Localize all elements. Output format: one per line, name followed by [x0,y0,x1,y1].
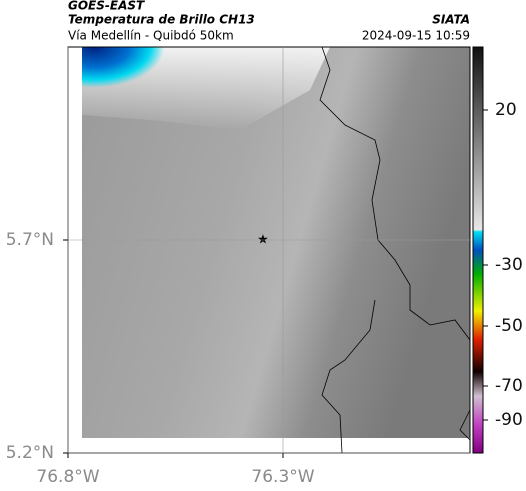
border [319,46,471,341]
lat-label: 5.2°N [6,443,54,463]
source: SIATA [432,13,470,27]
colorbar-label: -50 [495,316,523,336]
border [459,409,471,441]
subtitle: Temperatura de Brillo CH13 [68,13,255,27]
colorbar-label: -90 [495,410,523,430]
datetime: 2024-09-15 10:59 [362,29,470,43]
colorbar-label: 20 [495,100,517,120]
border [321,299,376,454]
route: Vía Medellín - Quibdó 50km [68,29,234,43]
colorbar-label: -30 [495,255,523,275]
map: ★ [67,46,471,454]
title: GOES-EAST [68,0,145,13]
lon-label: 76.3°W [251,467,314,487]
cold-top [82,47,200,115]
lat-label: 5.7°N [6,230,54,250]
colorbar [472,46,484,454]
lon-label: 76.8°W [36,467,99,487]
colorbar-label: -70 [495,376,523,396]
